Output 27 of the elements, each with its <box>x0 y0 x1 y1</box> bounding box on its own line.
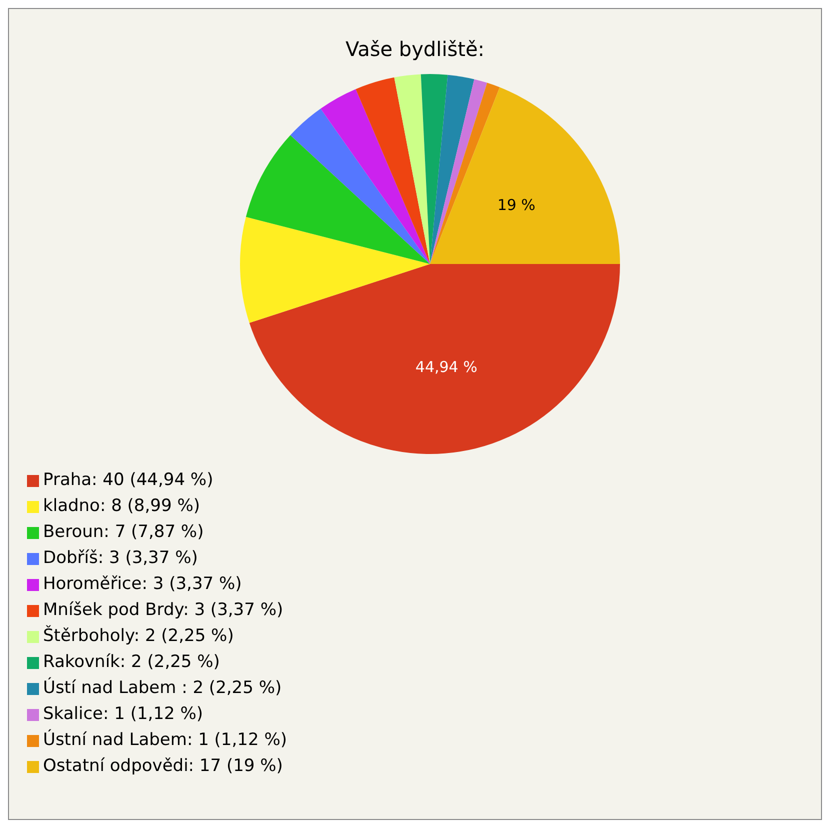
pie-slice <box>420 74 448 264</box>
legend-label: Dobříš: 3 (3,37 %) <box>43 548 198 568</box>
data-label: 19 % <box>497 196 536 214</box>
legend-label: Skalice: 1 (1,12 %) <box>43 704 204 724</box>
pie-slice <box>430 82 500 264</box>
legend-label: kladno: 8 (8,99 %) <box>43 496 200 516</box>
data-label: 44,94 % <box>415 358 478 376</box>
legend-label: Praha: 40 (44,94 %) <box>43 470 214 490</box>
legend-label: Rakovník: 2 (2,25 %) <box>43 652 220 672</box>
pie-slice <box>394 74 430 264</box>
legend-label: Štěrboholy: 2 (2,25 %) <box>43 626 234 646</box>
chart-title: Vaše bydliště: <box>344 37 486 61</box>
legend-label: Ústí nad Labem : 2 (2,25 %) <box>43 678 282 698</box>
pie-slice <box>240 216 430 323</box>
legend-label: Horoměřice: 3 (3,37 %) <box>43 574 242 594</box>
pie-slice <box>249 264 620 454</box>
pie-slice <box>356 77 430 264</box>
pie-slice <box>430 79 488 264</box>
legend-label: Ústní nad Labem: 1 (1,12 %) <box>43 730 287 750</box>
pie-slice <box>290 108 430 264</box>
legend-label: Beroun: 7 (7,87 %) <box>43 522 204 542</box>
legend-label: Mníšek pod Brdy: 3 (3,37 %) <box>43 600 284 620</box>
pie-slice <box>246 135 430 264</box>
pie-slice <box>430 87 620 264</box>
legend-label: Ostatní odpovědi: 17 (19 %) <box>43 756 283 776</box>
pie-slice <box>430 74 474 264</box>
pie-slice <box>320 89 430 264</box>
